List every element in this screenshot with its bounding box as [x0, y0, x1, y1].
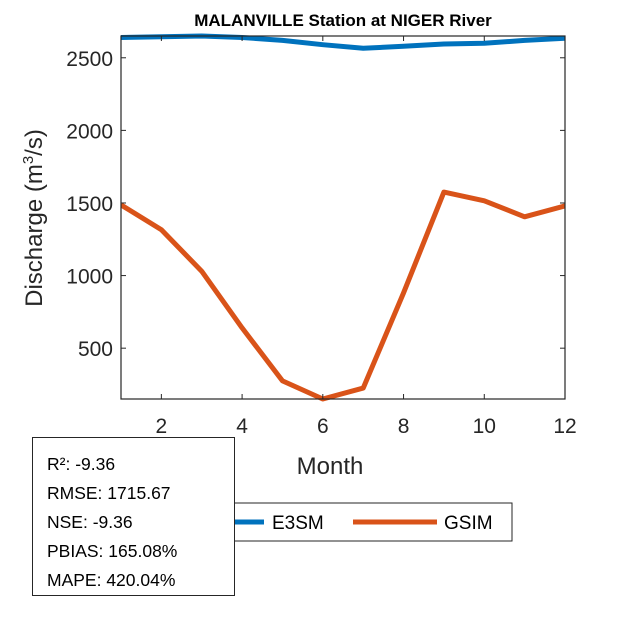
stat-pbias: PBIAS: 165.08% — [47, 541, 178, 561]
legend: E3SM GSIM — [179, 502, 513, 542]
stats-box: R²: -9.36 RMSE: 1715.67 NSE: -9.36 PBIAS… — [32, 437, 235, 596]
x-tick-label: 4 — [236, 415, 248, 438]
x-tick-label: 10 — [473, 415, 496, 438]
axes-layer — [120, 35, 566, 400]
x-tick-label: 6 — [317, 415, 329, 438]
x-tick-label: 8 — [398, 415, 410, 438]
plot-area — [121, 36, 565, 399]
x-tick-label: 12 — [553, 415, 576, 438]
axes-box — [120, 35, 566, 400]
y-tick-label: 500 — [78, 338, 113, 361]
y-axis-label: Discharge (m3/s) — [20, 129, 48, 307]
chart-title: MALANVILLE Station at NIGER River — [194, 11, 492, 30]
y-tick-label: 1000 — [66, 266, 113, 289]
stat-nse: NSE: -9.36 — [47, 512, 133, 532]
legend-label-e3sm: E3SM — [272, 513, 324, 534]
y-tick-label: 1500 — [66, 193, 113, 216]
x-tick-label: 2 — [156, 415, 168, 438]
stat-r2: R²: -9.36 — [47, 454, 116, 474]
stat-rmse: RMSE: 1715.67 — [47, 483, 171, 503]
y-tick-label: 2500 — [66, 48, 113, 71]
legend-label-gsim: GSIM — [444, 513, 493, 534]
y-tick-label: 2000 — [66, 120, 113, 143]
y-axis-label-prefix: Discharge (m — [21, 164, 48, 307]
stat-mape: MAPE: 420.04% — [47, 570, 176, 590]
ticks-layer: 2 4 6 8 10 12 500 1000 1500 2000 2500 — [66, 36, 577, 438]
x-axis-label: Month — [297, 453, 364, 480]
y-axis-label-suffix: /s) — [21, 129, 48, 156]
series-line-gsim — [121, 189, 565, 402]
y-axis-label-sup: 3 — [20, 156, 37, 164]
